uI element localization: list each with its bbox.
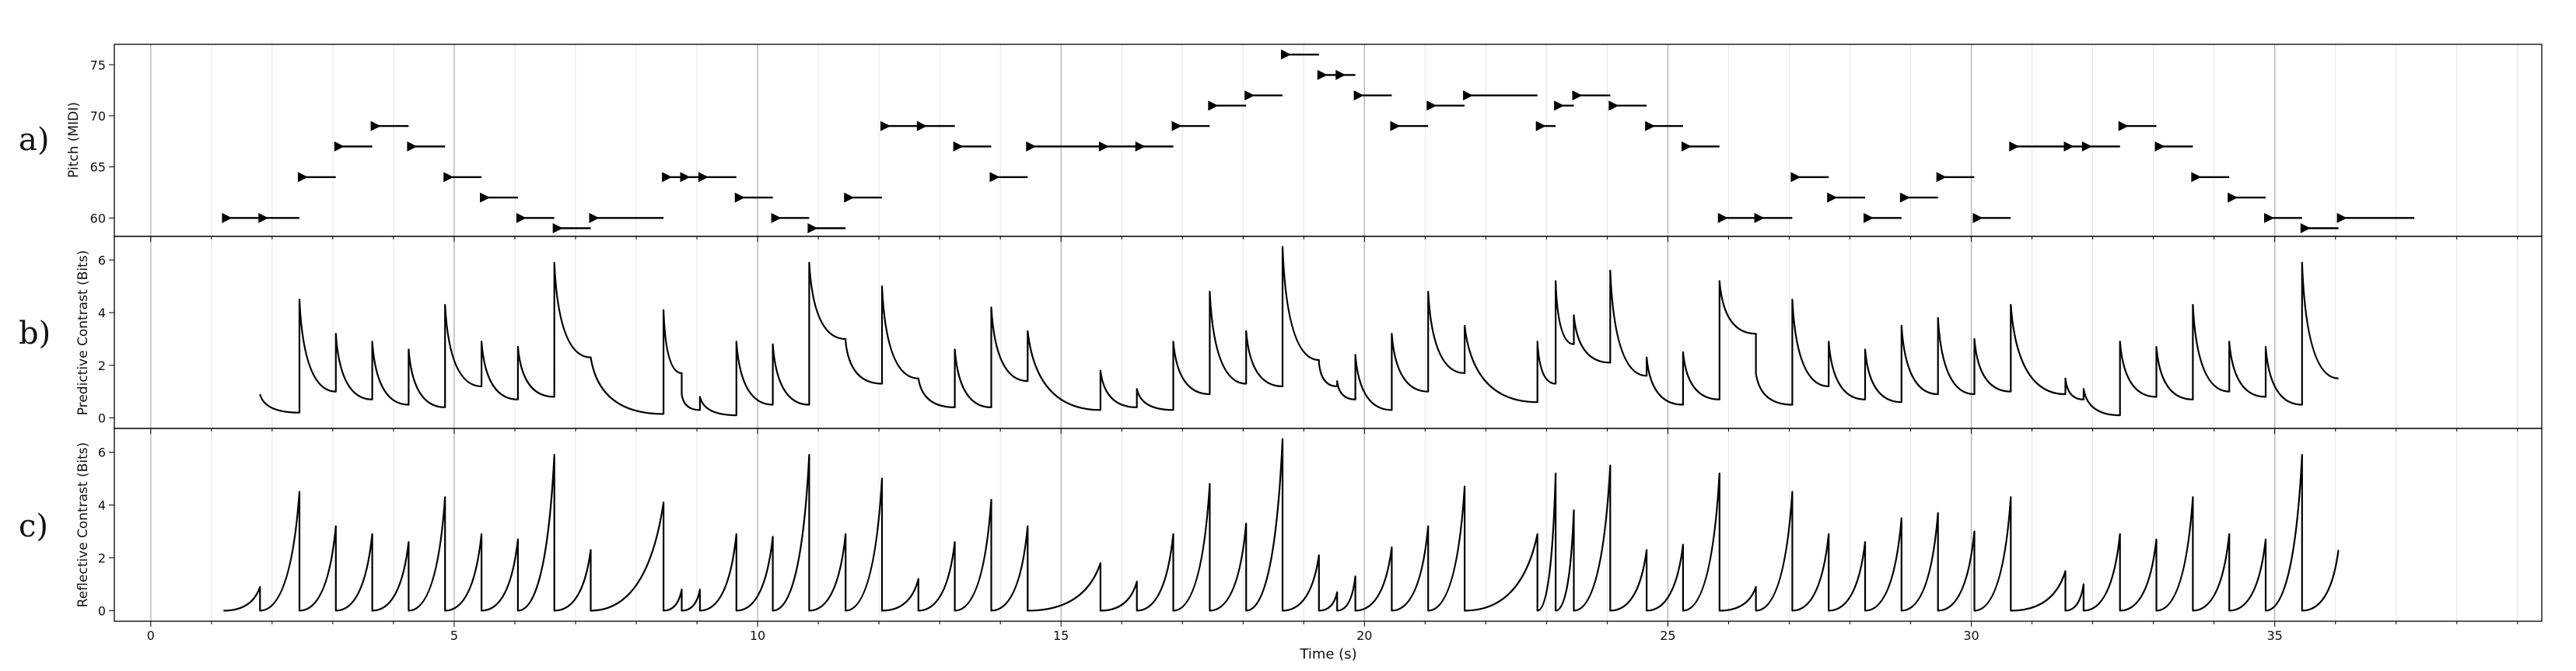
note-onset-marker: [1135, 141, 1146, 152]
note-onset-marker: [1208, 100, 1219, 111]
note-onset-marker: [2081, 141, 2092, 152]
y-tick-label: 60: [90, 211, 106, 225]
note-onset-marker: [1280, 49, 1291, 60]
x-axis-label: Time (s): [1299, 646, 1356, 662]
note-onset-marker: [334, 141, 345, 152]
note-onset-marker: [589, 212, 600, 223]
y-tick-label: 0: [98, 603, 106, 618]
note-onset-marker: [844, 192, 855, 203]
note-onset-marker: [480, 192, 491, 203]
x-tick-label: 25: [1660, 628, 1675, 643]
contrast-series-line: [259, 246, 2339, 417]
x-tick-label: 0: [147, 628, 155, 643]
note-onset-marker: [1681, 141, 1692, 152]
note-onset-marker: [2191, 172, 2202, 183]
note-onset-marker: [698, 172, 709, 183]
note-onset-marker: [443, 172, 454, 183]
note-onset-marker: [1171, 121, 1182, 131]
note-onset-marker: [1026, 141, 1037, 152]
note-onset-marker: [916, 121, 927, 131]
note-onset-marker: [1317, 69, 1328, 80]
note-onset-marker: [1572, 90, 1583, 101]
note-onset-marker: [734, 192, 745, 203]
axes-frame: [114, 236, 2543, 429]
note-onset-marker: [258, 212, 269, 223]
y-tick-label: 0: [98, 411, 106, 425]
y-axis-label-a: Pitch (MIDI): [66, 102, 82, 178]
note-onset-marker: [552, 222, 563, 233]
note-onset-marker: [2063, 141, 2074, 152]
note-onset-marker: [1535, 121, 1546, 131]
note-onset-marker: [1426, 100, 1437, 111]
y-tick-label: 70: [90, 109, 106, 124]
plot-marks: [222, 49, 2415, 612]
note-onset-marker: [407, 141, 418, 152]
y-tick-label: 75: [90, 58, 106, 72]
note-onset-marker: [1098, 141, 1109, 152]
note-onset-marker: [989, 172, 1000, 183]
x-tick-label: 10: [750, 628, 765, 643]
x-tick-label: 35: [2267, 628, 2283, 643]
y-tick-label: 2: [98, 358, 106, 373]
grid-lines: [150, 44, 2518, 621]
note-onset-marker: [880, 121, 891, 131]
note-onset-marker: [1244, 90, 1255, 101]
note-onset-marker: [297, 172, 308, 183]
note-onset-marker: [222, 212, 233, 223]
axes-text: a) b) c) Pitch (MIDI) Predictive Contras…: [19, 58, 2283, 662]
contrast-series-line: [223, 438, 2340, 612]
note-onset-marker: [2154, 141, 2165, 152]
panel-label-c: c): [19, 508, 48, 544]
note-onset-marker: [1335, 69, 1346, 80]
note-onset-marker: [1936, 172, 1947, 183]
note-onset-marker: [1827, 192, 1838, 203]
x-tick-label: 15: [1053, 628, 1069, 643]
note-onset-marker: [1390, 121, 1401, 131]
y-axis-label-c: Reflective Contrast (Bits): [75, 442, 91, 608]
y-tick-label: 65: [90, 160, 106, 175]
note-onset-marker: [771, 212, 782, 223]
note-onset-marker: [1972, 212, 1983, 223]
y-tick-label: 2: [98, 550, 106, 565]
note-onset-marker: [1554, 100, 1565, 111]
y-tick-label: 6: [98, 253, 106, 267]
y-axis-label-b: Predictive Contrast (Bits): [75, 250, 91, 415]
note-onset-marker: [1353, 90, 1364, 101]
note-onset-marker: [370, 121, 381, 131]
note-onset-marker: [680, 172, 691, 183]
note-onset-marker: [2228, 192, 2238, 203]
note-onset-marker: [1717, 212, 1728, 223]
note-onset-marker: [1790, 172, 1801, 183]
y-tick-label: 4: [98, 306, 106, 320]
note-onset-marker: [662, 172, 673, 183]
note-onset-marker: [1608, 100, 1619, 111]
note-onset-marker: [1864, 212, 1874, 223]
panel-label-a: a): [19, 122, 49, 158]
axes-frames: [109, 44, 2543, 627]
note-onset-marker: [807, 222, 818, 233]
note-onset-marker: [953, 141, 964, 152]
note-onset-marker: [1754, 212, 1765, 223]
note-onset-marker: [2300, 222, 2311, 233]
axes-frame: [114, 428, 2543, 622]
axes-frame: [114, 44, 2543, 237]
note-onset-marker: [2263, 212, 2274, 223]
note-onset-marker: [1645, 121, 1656, 131]
x-tick-label: 20: [1356, 628, 1372, 643]
note-onset-marker: [1463, 90, 1474, 101]
panel-label-b: b): [19, 316, 51, 351]
note-onset-marker: [516, 212, 527, 223]
note-onset-marker: [2336, 212, 2347, 223]
x-tick-label: 5: [450, 628, 458, 643]
note-onset-marker: [2118, 121, 2129, 131]
y-tick-label: 6: [98, 446, 106, 460]
note-onset-marker: [2009, 141, 2020, 152]
x-tick-label: 30: [1963, 628, 1979, 643]
y-tick-label: 4: [98, 498, 106, 513]
note-onset-marker: [1899, 192, 1910, 203]
